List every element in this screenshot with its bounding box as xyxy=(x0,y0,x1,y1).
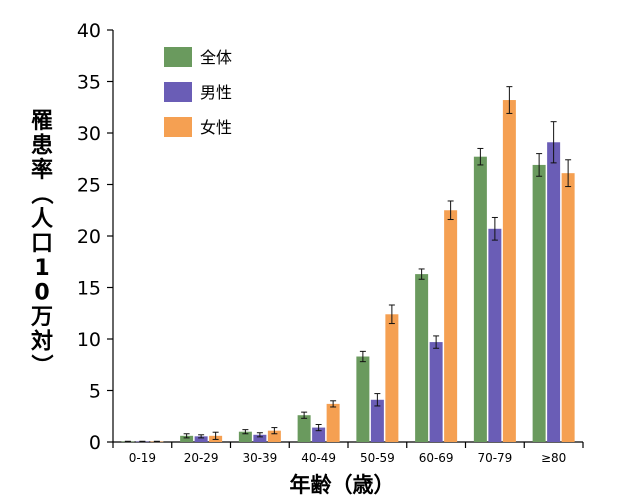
y-tick-label: 30 xyxy=(77,123,101,145)
bar xyxy=(356,356,370,442)
bar xyxy=(238,431,252,442)
legend-label: 男性 xyxy=(200,83,232,102)
bar xyxy=(326,403,340,442)
bar xyxy=(180,435,194,442)
x-tick-label: 60-69 xyxy=(419,451,454,465)
bar xyxy=(473,156,487,442)
y-axis-label-char: （ xyxy=(28,182,53,204)
x-tick-label: 30-39 xyxy=(242,451,277,465)
bars xyxy=(121,100,575,443)
x-tick-label: 50-59 xyxy=(360,451,395,465)
y-axis-label-char: 率 xyxy=(31,157,53,183)
y-axis-label-char: 口 xyxy=(31,232,53,257)
bar xyxy=(502,100,516,442)
bar xyxy=(444,210,458,442)
legend-label: 全体 xyxy=(200,48,232,67)
y-tick-label: 0 xyxy=(89,432,101,454)
y-tick-label: 35 xyxy=(77,72,101,94)
y-axis-label-char: ） xyxy=(28,354,53,376)
bar xyxy=(370,399,384,442)
bar xyxy=(297,415,311,442)
y-axis-label-char: 1 xyxy=(34,256,49,281)
legend-swatch xyxy=(164,47,192,67)
bar xyxy=(267,430,281,442)
x-tick-label: 70-79 xyxy=(477,451,512,465)
bar xyxy=(532,164,546,442)
y-tick-label: 10 xyxy=(77,329,101,351)
error-bars xyxy=(124,86,572,443)
y-axis-label-char: 0 xyxy=(34,281,49,306)
bar xyxy=(253,434,267,442)
legend-swatch xyxy=(164,117,192,137)
x-tick-label: 0-19 xyxy=(129,451,156,465)
y-axis-label-char: 人 xyxy=(31,207,53,232)
legend-label: 女性 xyxy=(200,118,232,137)
x-tick-label: 20-29 xyxy=(184,451,219,465)
bar xyxy=(429,342,443,442)
y-tick-label: 15 xyxy=(77,278,101,300)
bar xyxy=(415,274,429,442)
bar xyxy=(547,142,561,442)
legend-swatch xyxy=(164,82,192,102)
bar xyxy=(194,436,208,442)
x-axis-label: 年齢（歳） xyxy=(290,473,395,497)
bar xyxy=(488,228,502,442)
y-tick-label: 25 xyxy=(77,175,101,197)
bar xyxy=(561,173,575,443)
axes: 0 5 10 15 20 25 30 35 40 0-19 20-29 30-39 40-49 50-59… xyxy=(77,20,584,465)
bar xyxy=(385,314,399,442)
y-tick-label: 20 xyxy=(77,226,101,248)
y-axis-label-char: 罹 xyxy=(31,109,53,134)
x-tick-label: ≥80 xyxy=(541,451,566,465)
y-tick-label: 40 xyxy=(77,20,101,42)
x-tick-label: 40-49 xyxy=(301,451,336,465)
bar xyxy=(312,427,326,442)
y-axis-label-char: 対 xyxy=(31,330,53,355)
y-axis-label-char: 万 xyxy=(30,305,53,330)
y-axis-label-char: 患 xyxy=(31,133,53,159)
y-tick-label: 5 xyxy=(89,381,101,403)
